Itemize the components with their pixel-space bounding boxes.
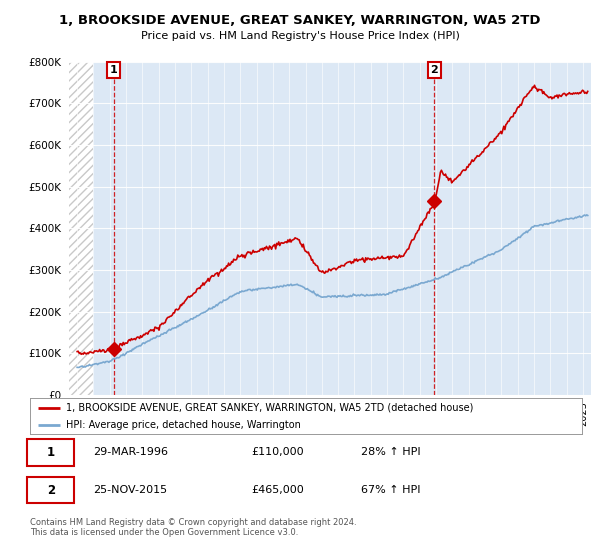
FancyBboxPatch shape (27, 477, 74, 503)
Text: Contains HM Land Registry data © Crown copyright and database right 2024.
This d: Contains HM Land Registry data © Crown c… (30, 518, 356, 538)
Bar (94, 62, 591, 395)
Text: 2: 2 (47, 483, 55, 497)
Text: 28% ↑ HPI: 28% ↑ HPI (361, 447, 421, 457)
Text: £110,000: £110,000 (251, 447, 304, 457)
Text: 1: 1 (47, 446, 55, 459)
Text: 29-MAR-1996: 29-MAR-1996 (94, 447, 169, 457)
FancyBboxPatch shape (27, 439, 74, 465)
Text: HPI: Average price, detached house, Warrington: HPI: Average price, detached house, Warr… (66, 420, 301, 430)
Text: 25-NOV-2015: 25-NOV-2015 (94, 485, 167, 495)
Text: 1, BROOKSIDE AVENUE, GREAT SANKEY, WARRINGTON, WA5 2TD (detached house): 1, BROOKSIDE AVENUE, GREAT SANKEY, WARRI… (66, 403, 473, 413)
Text: 2: 2 (431, 65, 438, 75)
Text: 67% ↑ HPI: 67% ↑ HPI (361, 485, 421, 495)
Text: £465,000: £465,000 (251, 485, 304, 495)
Text: 1, BROOKSIDE AVENUE, GREAT SANKEY, WARRINGTON, WA5 2TD: 1, BROOKSIDE AVENUE, GREAT SANKEY, WARRI… (59, 14, 541, 27)
Text: 1: 1 (110, 65, 118, 75)
Bar (69, 62, 94, 395)
Text: Price paid vs. HM Land Registry's House Price Index (HPI): Price paid vs. HM Land Registry's House … (140, 31, 460, 41)
